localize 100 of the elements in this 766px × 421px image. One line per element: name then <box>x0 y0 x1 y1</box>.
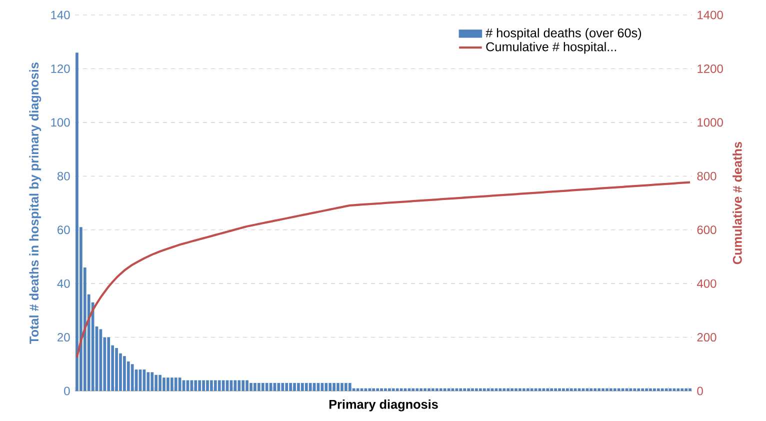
y2-axis-title: Cumulative # deaths <box>732 142 742 264</box>
bar <box>158 374 162 391</box>
bar <box>649 388 652 391</box>
bar <box>510 388 514 391</box>
bar <box>610 388 612 391</box>
bar <box>660 388 664 391</box>
bar <box>265 382 268 391</box>
y-tick-label: 100 <box>51 118 70 127</box>
bar <box>475 388 478 391</box>
bar <box>123 356 126 391</box>
bar <box>170 378 174 391</box>
y-axis-title: Total # deaths in hospital by primary diagnosis <box>29 62 42 344</box>
bar <box>482 388 486 391</box>
bar <box>478 388 482 391</box>
bar <box>380 388 383 391</box>
bar <box>324 382 328 391</box>
bar <box>590 388 593 391</box>
bar <box>130 364 134 391</box>
bar <box>154 374 158 391</box>
y2-tick-label: 800 <box>697 172 716 180</box>
bar <box>502 388 506 391</box>
bar <box>372 388 376 391</box>
bar <box>304 382 308 391</box>
bar <box>344 382 348 391</box>
bar <box>214 380 217 391</box>
bar <box>328 382 332 391</box>
bar <box>432 388 434 391</box>
x-axis-title: Primary diagnosis <box>329 400 438 412</box>
bar <box>146 372 150 391</box>
bar <box>332 382 336 391</box>
bar <box>656 388 660 391</box>
bar <box>396 388 399 391</box>
bar <box>558 388 561 391</box>
y2-tick-label: 0 <box>697 386 703 396</box>
bar <box>293 382 296 391</box>
bar <box>617 388 620 391</box>
bar <box>598 388 600 391</box>
bar <box>570 388 573 391</box>
bar <box>550 388 554 391</box>
bar <box>688 388 692 391</box>
bar <box>194 380 198 391</box>
y-tick-label: 20 <box>58 333 70 342</box>
y-tick-label: 140 <box>51 10 70 20</box>
bar <box>606 388 608 391</box>
bar <box>633 388 636 391</box>
bar <box>301 382 304 391</box>
bar <box>602 388 604 391</box>
bar <box>530 388 534 391</box>
bar <box>554 388 557 391</box>
bar <box>76 52 78 391</box>
bar <box>238 380 241 391</box>
bar <box>594 388 597 391</box>
bar <box>297 382 300 391</box>
bar <box>526 388 530 391</box>
bar <box>257 382 260 391</box>
bar <box>388 388 391 391</box>
bar <box>424 388 426 391</box>
y-tick-label: 0 <box>64 386 70 396</box>
bar <box>637 388 640 391</box>
y2-tick-label: 200 <box>697 333 716 342</box>
bar <box>463 388 466 391</box>
bar <box>439 388 442 391</box>
bar <box>684 388 688 391</box>
bar <box>206 380 209 391</box>
y-tick-label: 120 <box>51 64 70 73</box>
bar <box>336 382 340 391</box>
bar <box>166 378 170 391</box>
bar <box>368 388 372 391</box>
bar <box>254 382 256 391</box>
bar <box>107 337 110 391</box>
bar <box>428 388 430 391</box>
y2-tick-label: 400 <box>696 279 716 288</box>
bar <box>566 388 569 391</box>
bar <box>174 378 178 391</box>
bar <box>641 388 644 391</box>
bar <box>246 380 248 391</box>
bar <box>162 378 166 391</box>
bar <box>348 382 352 391</box>
bar <box>522 388 526 391</box>
bar <box>653 388 656 391</box>
bar <box>308 382 312 391</box>
bar <box>242 380 245 391</box>
bar <box>202 380 205 391</box>
bar <box>285 382 288 391</box>
bar <box>376 388 379 391</box>
y-tick-label: 40 <box>57 279 70 288</box>
bar <box>340 382 344 391</box>
bar <box>392 388 395 391</box>
bar <box>420 388 423 391</box>
bar <box>416 388 419 391</box>
bar <box>115 348 118 391</box>
bar <box>471 388 474 391</box>
bar <box>467 388 470 391</box>
bar <box>150 372 154 391</box>
bar <box>210 380 213 391</box>
bar <box>412 388 415 391</box>
bar <box>289 382 292 391</box>
bar <box>680 388 684 391</box>
legend-label: # hospital deaths (over 60s) <box>486 28 642 40</box>
bar <box>676 388 680 391</box>
